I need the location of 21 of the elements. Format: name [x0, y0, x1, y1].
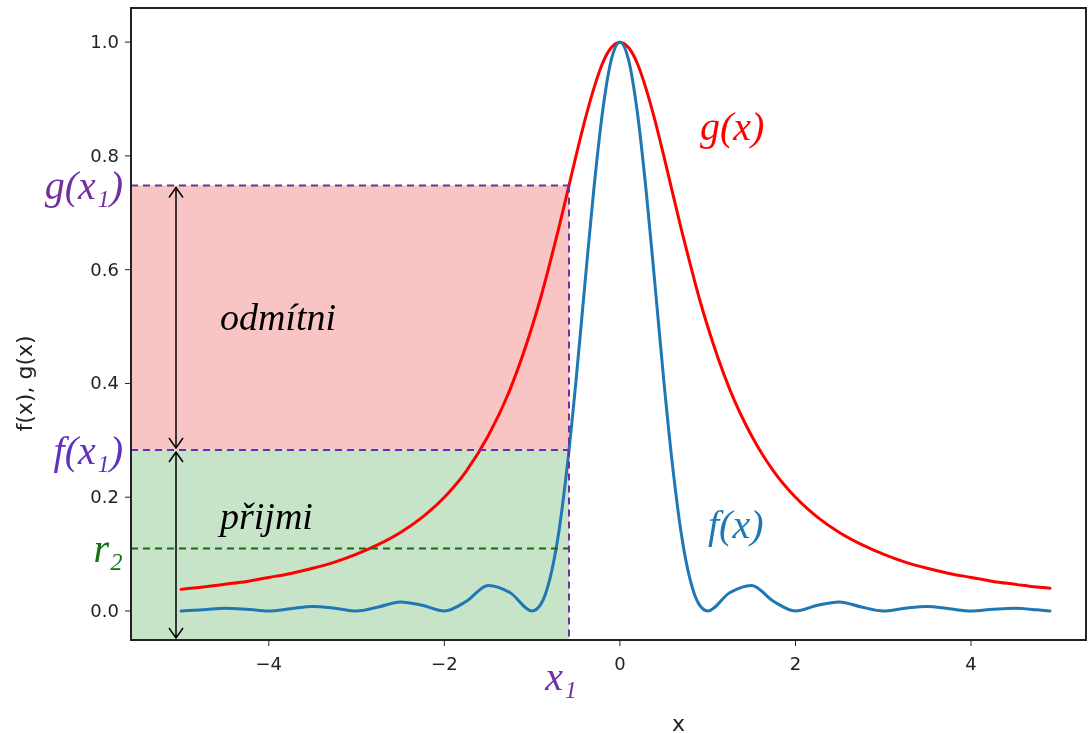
series-label: f(x) — [708, 502, 764, 547]
x-tick-label: −2 — [431, 653, 458, 674]
band-label: odmítni — [220, 295, 337, 338]
y-axis-title: f(x), g(x) — [12, 335, 37, 432]
y-tick-label: 0.8 — [90, 144, 119, 166]
series-label: g(x) — [700, 104, 765, 149]
x-tick-label: 0 — [614, 653, 626, 674]
x-tick-label: 2 — [789, 653, 802, 674]
y-tick-label: 0.6 — [90, 258, 119, 280]
x-axis-title: x — [671, 711, 686, 733]
y-tick-label: 1.0 — [90, 31, 119, 53]
ref-line-label: g(x₁) — [44, 163, 123, 209]
y-tick-label: 0.0 — [90, 599, 119, 621]
y-tick-label: 0.2 — [90, 486, 119, 508]
band-label: přijmi — [217, 494, 313, 537]
x-tick-label: 4 — [965, 653, 977, 674]
x-tick-label: −4 — [255, 653, 283, 674]
ref-line-label: r₂ — [93, 526, 123, 572]
y-tick-label: 0.4 — [90, 372, 119, 394]
ref-line-label: f(x₁) — [53, 428, 123, 473]
ref-line-label: x₁ — [544, 654, 577, 699]
